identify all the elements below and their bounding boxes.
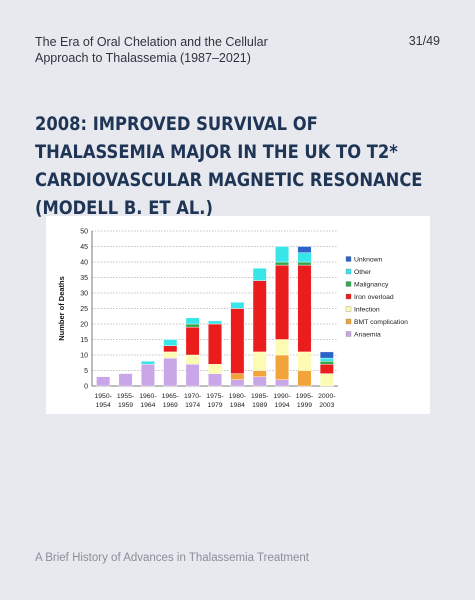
y-tick-label: 35 (80, 275, 88, 282)
x-tick-label: 1950- (94, 393, 111, 400)
legend-label: BMT complication (354, 319, 408, 326)
legend-label: Infection (354, 307, 380, 314)
x-tick-label: 1979 (207, 402, 222, 409)
y-tick-label: 5 (84, 368, 88, 375)
bar-segment (252, 351, 267, 371)
x-tick-label: 1954 (96, 402, 111, 409)
x-tick-label: 1995- (296, 393, 313, 400)
legend-label: Unknown (354, 257, 383, 264)
bar-segment (297, 370, 312, 387)
y-tick-label: 20 (80, 322, 88, 329)
bar-segment (275, 354, 290, 380)
bar-segment (163, 357, 178, 387)
x-tick-label: 1980- (229, 393, 246, 400)
bar-segment (297, 246, 312, 253)
bar-segment (230, 308, 245, 374)
y-axis-label: Number of Deaths (57, 276, 66, 341)
x-tick-label: 1969 (163, 402, 178, 409)
x-tick-label: 1984 (230, 402, 245, 409)
x-tick-label: 1985- (251, 393, 268, 400)
y-tick-label: 15 (80, 337, 88, 344)
bar-segment (275, 246, 290, 263)
x-tick-label: 1970- (184, 393, 201, 400)
legend-swatch (345, 281, 352, 287)
bar-segment (252, 280, 267, 353)
bar-segment (275, 261, 290, 266)
bar-segment (208, 373, 222, 387)
bar-segment (185, 326, 200, 356)
bar-segment (230, 373, 245, 381)
x-tick-label: 1959 (118, 402, 133, 409)
bar-segment (163, 351, 178, 359)
bar-segment (208, 323, 222, 365)
bar-segment (185, 317, 200, 325)
slide-title: 2008: Improved survival of thalassemia m… (35, 113, 423, 219)
bar-segment (163, 345, 178, 353)
x-tick-label: 1960- (139, 393, 156, 400)
page-number: 31/49 (408, 34, 440, 48)
bar-segment (230, 302, 245, 309)
bar-segment (208, 320, 222, 325)
legend-label: Iron overload (354, 294, 394, 301)
y-tick-label: 40 (80, 260, 88, 267)
stacked-bar-chart: 0 5 10 15 20 25 30 35 40 45 50 Number of Deaths 1950… (46, 216, 430, 414)
legend-swatch (345, 331, 352, 337)
bar-segment (163, 339, 178, 346)
bar-segment (252, 268, 267, 281)
y-tick-label: 10 (80, 353, 88, 360)
legend-swatch (345, 318, 352, 325)
bar-segment (252, 376, 267, 387)
y-tick-label: 0 (84, 384, 88, 391)
y-tick-label: 50 (80, 229, 88, 236)
y-tick-label: 30 (80, 291, 88, 298)
bar-segment (319, 364, 334, 374)
bar-segment (297, 264, 312, 353)
x-tick-label: 1994 (275, 402, 290, 409)
legend-label: Anaemia (354, 332, 381, 339)
bar-segment (297, 252, 312, 263)
bar-segment (275, 379, 290, 387)
bar-segment (275, 264, 290, 340)
bar-segment (185, 354, 200, 365)
header-title: The Era of Oral Chelation and the Cellul… (35, 35, 268, 65)
bar-segment (118, 373, 133, 387)
x-tick-label: 1955- (117, 393, 134, 400)
x-tick-label: 1975- (206, 393, 223, 400)
bar-segment (208, 364, 222, 374)
legend-swatch (345, 293, 352, 300)
x-tick-label: 1965- (162, 393, 179, 400)
bar-segment (140, 360, 155, 365)
bar-segment (140, 364, 155, 387)
footer-text: A Brief History of Advances in Thalassem… (35, 552, 309, 564)
bar-segment (252, 370, 267, 377)
x-tick-label: 1999 (297, 402, 312, 409)
bar-segment (319, 373, 334, 387)
bar-segment (96, 376, 111, 387)
bar-segment (319, 351, 334, 359)
legend-swatch (345, 268, 352, 275)
x-tick-label: 1974 (185, 402, 200, 409)
bar-segment (275, 339, 290, 356)
bar-segment (230, 379, 245, 387)
legend-label: Malignancy (354, 282, 389, 289)
y-tick-label: 25 (80, 306, 88, 313)
x-tick-label: 1990- (273, 393, 290, 400)
x-tick-label: 1989 (252, 402, 267, 409)
legend-swatch (345, 306, 352, 312)
legend-label: Other (354, 269, 372, 276)
x-tick-label: 2000- (318, 393, 335, 400)
bar-segment (185, 364, 200, 387)
bar-segment (297, 351, 312, 371)
x-tick-label: 1964 (140, 402, 155, 409)
bar-segment (297, 261, 312, 266)
bar-segment (185, 323, 200, 328)
bar-segment (319, 360, 334, 365)
chart-svg: 0 5 10 15 20 25 30 35 40 45 50 Number of Deaths 1950… (57, 229, 408, 410)
x-tick-label: 2003 (319, 402, 334, 409)
bar-segment (319, 357, 334, 362)
legend-swatch (345, 256, 352, 262)
y-tick-label: 45 (80, 244, 88, 251)
